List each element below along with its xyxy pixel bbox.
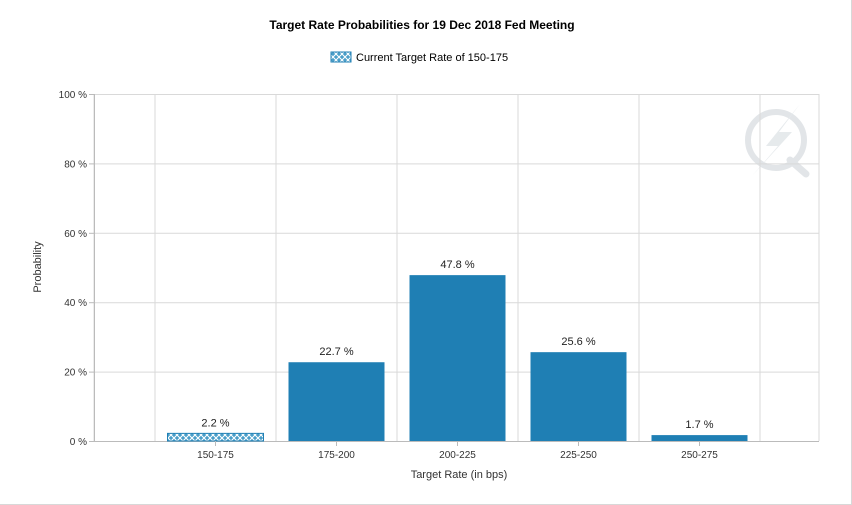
y-tick-label: 80 % (64, 159, 87, 170)
y-tick-label: 0 % (70, 437, 87, 448)
legend: Current Target Rate of 150-175 (330, 51, 508, 64)
y-tick-label: 60 % (64, 229, 87, 240)
bar-150-175 (167, 432, 264, 442)
y-axis-ticks: 0 % 20 % 40 % 60 % 80 % 100 % (59, 90, 94, 448)
x-tick-label-250-275: 250-275 (681, 450, 718, 461)
x-tick-label-175-200: 175-200 (318, 450, 355, 461)
y-tick-label: 100 % (59, 90, 87, 101)
y-axis-title: Probability (32, 241, 44, 293)
grid (93, 94, 820, 442)
x-axis-title: Target Rate (in bps) (411, 469, 508, 481)
data-label-225-250: 25.6 % (561, 336, 595, 348)
legend-swatch (330, 51, 352, 63)
bar-200-225 (409, 275, 506, 441)
data-label-200-225: 47.8 % (440, 259, 474, 271)
data-label-250-275: 1.7 % (685, 419, 713, 431)
x-tick-label-150-175: 150-175 (197, 450, 234, 461)
x-axis-ticks: 150-175 175-200 200-225 225-250 250-275 (197, 441, 718, 461)
data-labels: 2.2 % 22.7 % 47.8 % 25.6 % 1.7 % (201, 259, 713, 431)
legend-label: Current Target Rate of 150-175 (356, 52, 508, 64)
x-tick-label-200-225: 200-225 (439, 450, 476, 461)
lightning-q-logo-icon (745, 104, 810, 178)
data-label-150-175: 2.2 % (201, 417, 229, 429)
y-tick-label: 20 % (64, 368, 87, 379)
chart-title: Target Rate Probabilities for 19 Dec 201… (269, 18, 574, 32)
y-tick-label: 40 % (64, 298, 87, 309)
bars (167, 275, 748, 442)
bar-175-200 (288, 362, 385, 441)
bar-250-275 (651, 435, 748, 441)
bar-225-250 (530, 352, 627, 441)
x-tick-label-225-250: 225-250 (560, 450, 597, 461)
data-label-175-200: 22.7 % (319, 346, 353, 358)
